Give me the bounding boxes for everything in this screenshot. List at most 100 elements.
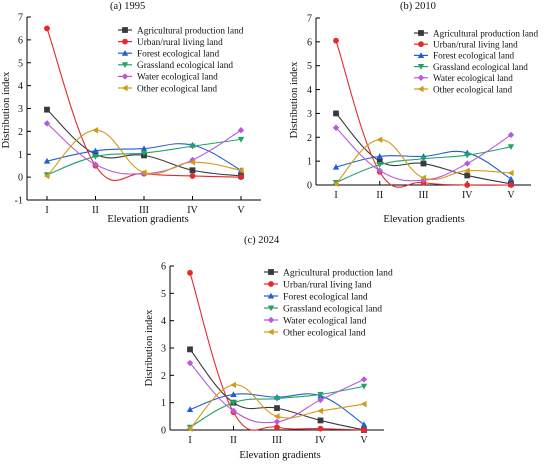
series-line bbox=[335, 40, 512, 188]
x-tick-label: IV bbox=[315, 435, 326, 446]
legend-item: Water ecological land bbox=[414, 73, 513, 83]
data-point bbox=[464, 182, 471, 188]
data-point bbox=[92, 127, 99, 134]
data-point bbox=[508, 182, 514, 188]
legend-marker bbox=[267, 292, 275, 299]
legend-label: Water ecological land bbox=[283, 315, 367, 326]
series-line bbox=[46, 109, 242, 177]
y-tick-label: 1 bbox=[161, 398, 166, 409]
series-line bbox=[335, 113, 512, 185]
legend-item: Urban/rural living land bbox=[414, 40, 518, 50]
data-point bbox=[332, 163, 340, 170]
y-tick-label: 2 bbox=[307, 133, 312, 144]
legend-label: Agricultural production land bbox=[283, 267, 393, 278]
data-point bbox=[92, 161, 99, 168]
data-point bbox=[376, 153, 383, 159]
data-point bbox=[360, 400, 367, 408]
data-point bbox=[420, 160, 427, 167]
legend-label: Agricultural production land bbox=[137, 26, 244, 36]
data-point bbox=[187, 269, 193, 276]
legend-marker bbox=[121, 84, 128, 92]
legend-marker bbox=[122, 38, 128, 45]
data-point bbox=[361, 427, 367, 433]
data-point bbox=[317, 407, 324, 415]
legend-item: Water ecological land bbox=[264, 315, 367, 326]
data-point bbox=[464, 167, 470, 174]
data-point bbox=[317, 396, 324, 404]
data-point bbox=[92, 153, 99, 160]
data-point bbox=[44, 106, 50, 113]
data-point bbox=[507, 144, 515, 151]
legend-marker bbox=[418, 30, 424, 36]
data-point bbox=[237, 167, 244, 174]
legend-marker bbox=[121, 73, 129, 80]
data-point bbox=[189, 173, 196, 179]
chart-title: (b) 2010 bbox=[400, 1, 436, 12]
series-other bbox=[186, 381, 367, 432]
series-line bbox=[189, 272, 365, 431]
legend-label: Urban/rural living land bbox=[137, 38, 223, 48]
data-point bbox=[420, 174, 427, 182]
data-point bbox=[189, 156, 196, 164]
x-tick-label: V bbox=[237, 205, 245, 216]
legend-item: Forest ecological land bbox=[264, 291, 368, 302]
y-tick-label: -1 bbox=[15, 196, 23, 207]
data-point bbox=[189, 143, 196, 150]
data-point bbox=[230, 391, 237, 398]
y-tick-label: 4 bbox=[307, 85, 312, 96]
legend-label: Grassland ecological land bbox=[137, 61, 233, 71]
legend-label: Grassland ecological land bbox=[433, 62, 528, 72]
x-axis-label: Elevation gradients bbox=[239, 450, 320, 461]
y-axis-label: Distribution index bbox=[1, 71, 12, 148]
data-point bbox=[43, 120, 51, 127]
legend-item: Agricultural production land bbox=[264, 267, 393, 278]
data-point bbox=[140, 145, 148, 152]
y-tick-label: 7 bbox=[307, 14, 312, 25]
data-point bbox=[317, 417, 324, 424]
legend-label: Agricultural production land bbox=[433, 28, 539, 38]
data-point bbox=[273, 418, 281, 425]
data-point bbox=[376, 167, 383, 174]
data-point bbox=[464, 172, 471, 179]
y-tick-label: 4 bbox=[18, 81, 23, 92]
y-tick-label: 7 bbox=[18, 13, 23, 24]
x-axis-label: Elevation gradients bbox=[383, 214, 464, 225]
x-tick-label: I bbox=[334, 190, 337, 201]
legend-item: Grassland ecological land bbox=[414, 62, 528, 72]
data-point bbox=[230, 381, 237, 389]
data-point bbox=[360, 383, 368, 390]
data-point bbox=[274, 405, 280, 412]
series-other bbox=[43, 127, 244, 180]
legend-marker bbox=[417, 74, 425, 81]
data-point bbox=[238, 174, 244, 181]
y-tick-label: 3 bbox=[307, 109, 312, 120]
data-point bbox=[333, 110, 339, 117]
legend-marker bbox=[121, 62, 129, 68]
data-point bbox=[507, 169, 514, 177]
data-point bbox=[230, 400, 237, 406]
legend-label: Forest ecological land bbox=[433, 51, 515, 61]
legend-label: Other ecological land bbox=[137, 84, 217, 94]
y-axis-label: Distribution index bbox=[144, 309, 155, 386]
legend-item: Agricultural production land bbox=[414, 28, 539, 38]
data-point bbox=[237, 127, 245, 134]
y-axis-label: Distribution index bbox=[289, 61, 300, 138]
data-point bbox=[333, 37, 339, 44]
y-tick-label: 0 bbox=[18, 173, 23, 184]
legend-item: Urban/rural living land bbox=[118, 38, 223, 48]
legend-item: Agricultural production land bbox=[118, 26, 244, 36]
data-point bbox=[273, 413, 280, 420]
legend-label: Urban/rural living land bbox=[283, 279, 372, 290]
legend-label: Forest ecological land bbox=[137, 50, 219, 60]
legend-label: Water ecological land bbox=[433, 73, 513, 83]
x-tick-label: III bbox=[139, 205, 149, 216]
x-tick-label: IV bbox=[462, 190, 473, 201]
data-point bbox=[507, 175, 515, 182]
data-point bbox=[507, 131, 515, 139]
data-point bbox=[464, 152, 471, 159]
